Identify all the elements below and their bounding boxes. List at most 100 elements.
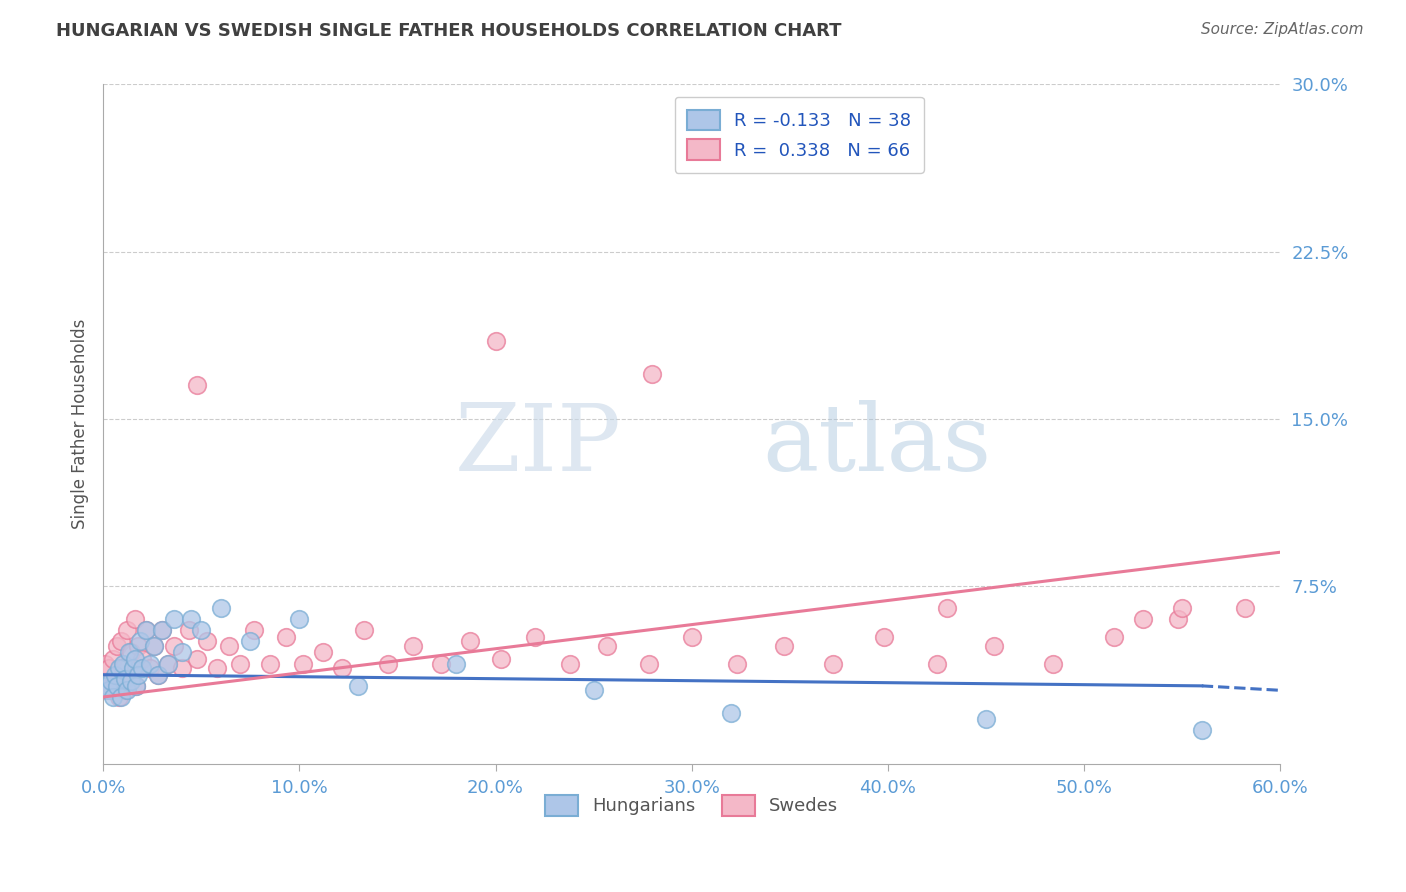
Point <box>446 657 468 671</box>
Point <box>1171 601 1194 615</box>
Point <box>127 667 149 681</box>
Point <box>101 690 124 704</box>
Text: HUNGARIAN VS SWEDISH SINGLE FATHER HOUSEHOLDS CORRELATION CHART: HUNGARIAN VS SWEDISH SINGLE FATHER HOUSE… <box>56 22 842 40</box>
Point <box>127 639 149 653</box>
Point <box>935 601 957 615</box>
Point <box>925 657 948 671</box>
Point <box>259 657 281 671</box>
Point <box>146 667 169 681</box>
Point <box>110 690 132 704</box>
Point <box>641 367 664 381</box>
Point <box>121 661 143 675</box>
Point <box>243 623 266 637</box>
Point <box>377 657 399 671</box>
Point <box>100 679 122 693</box>
Point <box>101 652 124 666</box>
Point <box>186 652 208 666</box>
Point <box>104 674 127 689</box>
Point <box>773 639 796 653</box>
Point <box>143 639 166 653</box>
Point <box>115 683 138 698</box>
Point <box>190 623 212 637</box>
Point <box>131 661 153 675</box>
Point <box>139 661 162 675</box>
Point <box>108 690 131 704</box>
Point <box>156 657 179 671</box>
Point <box>125 679 148 693</box>
Point <box>186 378 208 392</box>
Point <box>195 634 218 648</box>
Point <box>429 657 451 671</box>
Point <box>1042 657 1064 671</box>
Point <box>292 657 315 671</box>
Point <box>209 601 232 615</box>
Point <box>117 645 139 659</box>
Point <box>110 634 132 648</box>
Point <box>156 657 179 671</box>
Point <box>120 674 142 689</box>
Point <box>98 661 121 675</box>
Point <box>725 657 748 671</box>
Point <box>1191 723 1213 738</box>
Point <box>347 679 370 693</box>
Point <box>111 661 134 675</box>
Legend: Hungarians, Swedes: Hungarians, Swedes <box>538 788 845 822</box>
Point <box>163 639 186 653</box>
Point <box>105 639 128 653</box>
Point <box>150 623 173 637</box>
Point <box>114 672 136 686</box>
Point <box>139 657 162 671</box>
Point <box>105 679 128 693</box>
Point <box>94 657 117 671</box>
Point <box>114 683 136 698</box>
Point <box>135 623 157 637</box>
Point <box>163 612 186 626</box>
Point <box>681 630 703 644</box>
Point <box>274 630 297 644</box>
Point <box>484 334 506 348</box>
Point <box>1234 601 1257 615</box>
Point <box>218 639 240 653</box>
Point <box>582 683 605 698</box>
Point <box>129 634 152 648</box>
Point <box>180 612 202 626</box>
Point <box>96 683 118 698</box>
Point <box>205 661 228 675</box>
Point <box>402 639 425 653</box>
Point <box>100 674 122 689</box>
Point <box>170 661 193 675</box>
Point <box>98 683 121 698</box>
Text: ZIP: ZIP <box>454 400 621 490</box>
Point <box>821 657 844 671</box>
Point <box>117 674 139 689</box>
Point <box>332 661 354 675</box>
Point <box>596 639 619 653</box>
Point <box>108 661 131 675</box>
Point <box>96 679 118 693</box>
Text: atlas: atlas <box>762 400 991 490</box>
Point <box>1102 630 1125 644</box>
Point <box>111 657 134 671</box>
Point <box>135 623 157 637</box>
Point <box>120 645 142 659</box>
Point <box>637 657 659 671</box>
Point <box>124 612 146 626</box>
Point <box>125 679 148 693</box>
Point <box>124 652 146 666</box>
Y-axis label: Single Father Households: Single Father Households <box>72 319 89 529</box>
Point <box>115 623 138 637</box>
Point <box>131 652 153 666</box>
Point <box>150 623 173 637</box>
Point <box>146 667 169 681</box>
Point <box>558 657 581 671</box>
Point <box>353 623 375 637</box>
Point <box>179 623 201 637</box>
Point <box>104 667 127 681</box>
Point <box>458 634 481 648</box>
Point <box>523 630 546 644</box>
Point <box>974 712 997 726</box>
Point <box>983 639 1005 653</box>
Point <box>288 612 311 626</box>
Point <box>229 657 252 671</box>
Point <box>121 661 143 675</box>
